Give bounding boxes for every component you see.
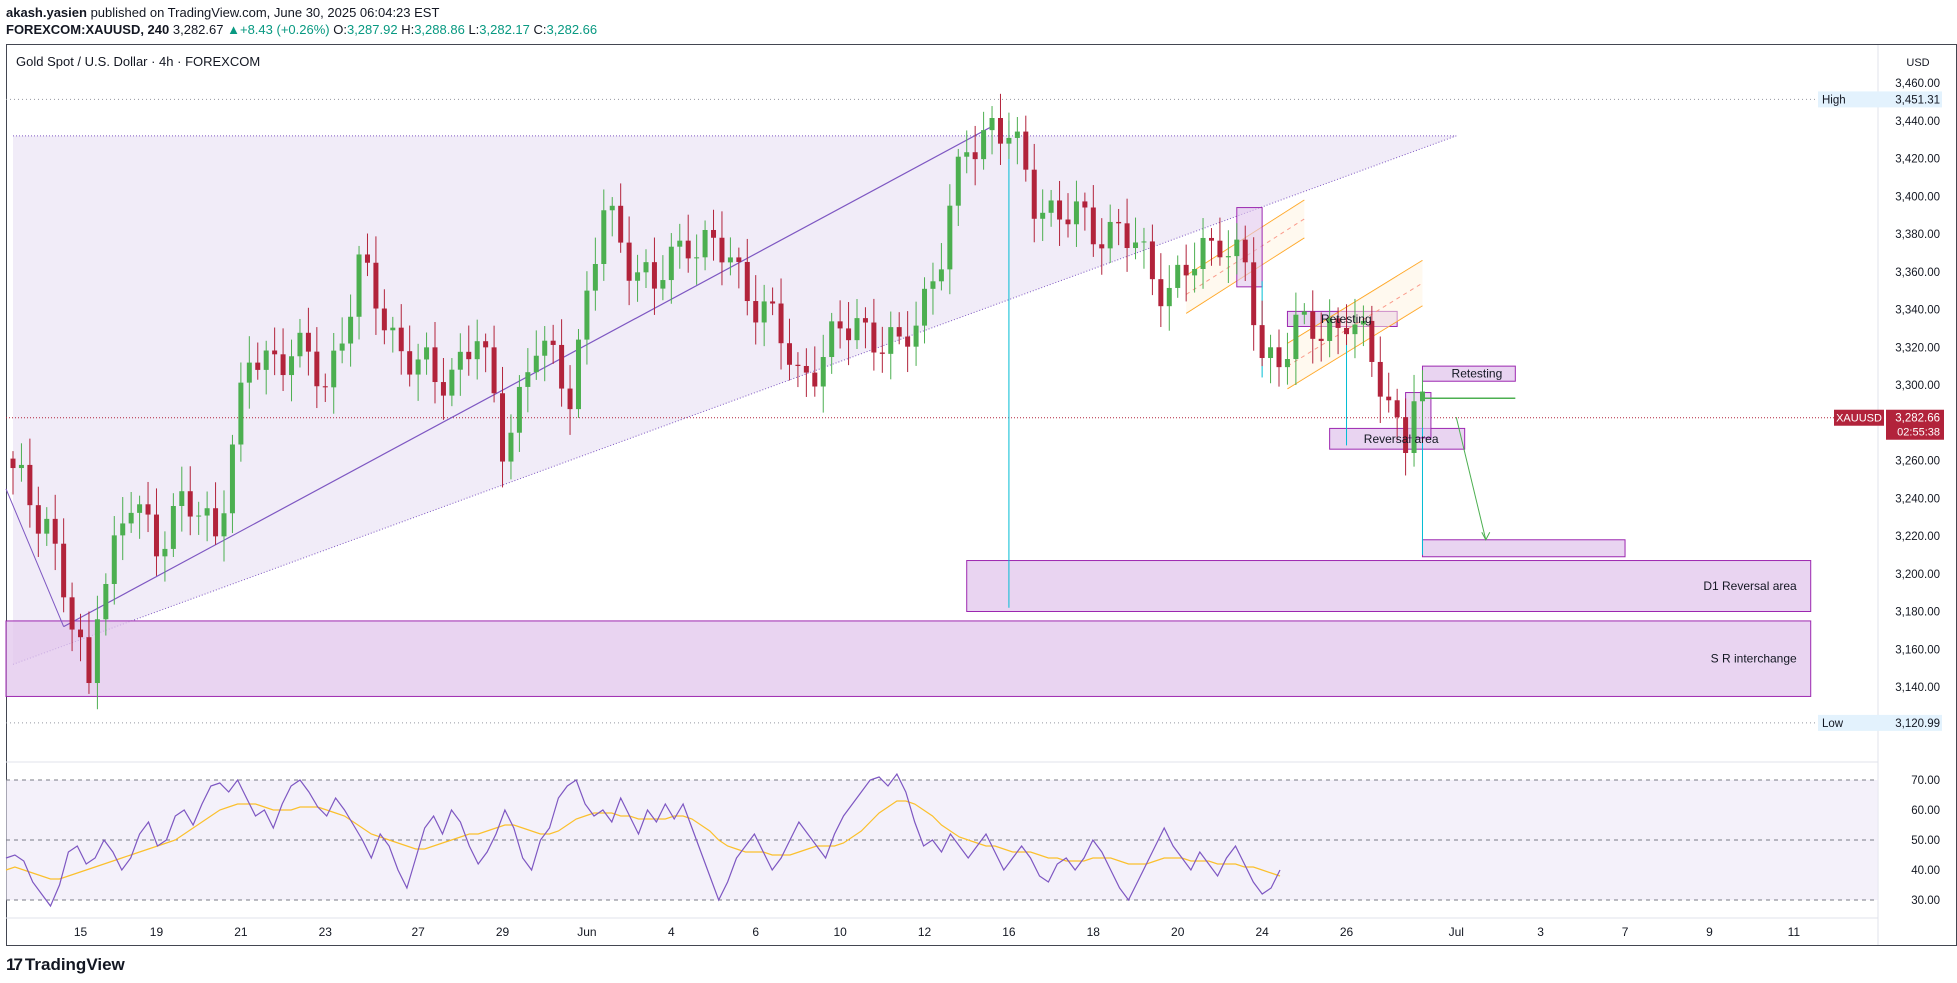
symbol-ohlc-line: FOREXCOM:XAUUSD, 240 3,282.67 ▲+8.43 (+0… <box>6 22 597 37</box>
tradingview-logo-icon: 17 <box>6 955 23 974</box>
publisher-name[interactable]: akash.yasien <box>6 5 87 20</box>
high-label: H: <box>401 22 415 37</box>
open-value: 3,287.92 <box>346 22 398 37</box>
published-text: published on TradingView.com, June 30, 2… <box>90 5 440 20</box>
change-value: +8.43 (+0.26%) <box>239 22 330 37</box>
publish-info: akash.yasien published on TradingView.co… <box>6 5 439 20</box>
change-up-icon: ▲ <box>227 22 240 37</box>
low-value: 3,282.17 <box>479 22 530 37</box>
chart-title: Gold Spot / U.S. Dollar · 4h · FOREXCOM <box>16 54 261 69</box>
open-label: O: <box>333 22 347 37</box>
symbol-label[interactable]: FOREXCOM:XAUUSD, 240 <box>6 22 170 37</box>
tradingview-footer[interactable]: 17 TradingView <box>6 955 125 975</box>
last-price: 3,282.67 <box>172 22 224 37</box>
high-value: 3,288.86 <box>414 22 465 37</box>
tradingview-brand: TradingView <box>24 955 125 974</box>
close-value: 3,282.66 <box>546 22 598 37</box>
close-label: C: <box>533 22 547 37</box>
chart-frame <box>6 44 1957 946</box>
low-label: L: <box>468 22 480 37</box>
